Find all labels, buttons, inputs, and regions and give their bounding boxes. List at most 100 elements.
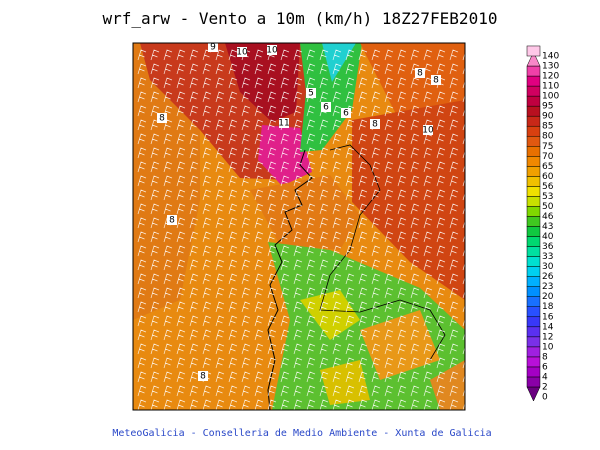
contour-label: 6	[323, 103, 329, 113]
colorbar-label: 120	[542, 72, 559, 82]
contour-label: 8	[372, 120, 378, 130]
colorbar-segment	[526, 306, 541, 318]
colorbar-segment	[526, 356, 541, 368]
colorbar-label: 85	[542, 122, 553, 132]
colorbar-segment	[526, 256, 541, 267]
colorbar-label: 43	[542, 222, 553, 232]
contour-label-box	[431, 75, 441, 85]
colorbar-segment	[526, 196, 541, 207]
colorbar-segment	[526, 266, 541, 277]
colorbar-label: 16	[542, 312, 554, 322]
colorbar-segment	[526, 326, 541, 338]
contour-label: 8	[169, 216, 175, 226]
colorbar-segment	[526, 296, 541, 307]
colorbar-label: 60	[542, 172, 554, 182]
colorbar-segment	[526, 75, 541, 87]
colorbar-label: 18	[542, 302, 554, 312]
contour-label-box	[341, 108, 351, 118]
contour-label-box	[167, 215, 177, 225]
colorbar-label: 40	[542, 232, 554, 242]
colorbar-segment	[526, 246, 541, 257]
colorbar-label: 100	[542, 92, 559, 102]
colorbar-segment	[526, 95, 541, 107]
colorbar-segment	[526, 135, 541, 147]
colorbar-segment	[526, 146, 541, 157]
contour-label: 11	[278, 119, 289, 129]
colorbar-segment	[526, 115, 541, 127]
colorbar-segment	[526, 206, 541, 217]
title: wrf_arw - Vento a 10m (km/h) 18Z27FEB201…	[103, 9, 498, 28]
colorbar-segment	[526, 85, 541, 97]
colorbar-segment	[526, 276, 541, 287]
contour-label: 8	[417, 69, 423, 79]
contour-label: 5	[308, 89, 314, 99]
colorbar-label: 2	[542, 382, 548, 392]
colorbar-label: 70	[542, 152, 554, 162]
contour-label-box	[237, 47, 247, 57]
colorbar-label: 4	[542, 372, 548, 382]
contour-label-box	[415, 68, 425, 78]
colorbar-label: 30	[542, 262, 554, 272]
colorbar-label: 12	[542, 332, 553, 342]
contour-label: 8	[200, 372, 206, 382]
contour-label-box	[267, 45, 277, 55]
contour-label: 8	[433, 76, 439, 86]
contour-label-box	[198, 371, 208, 381]
contour-label: 10	[266, 46, 278, 56]
colorbar-segment	[526, 226, 541, 237]
colorbar-label: 130	[542, 62, 559, 72]
colorbar-label: 53	[542, 192, 553, 202]
colorbar-label: 110	[542, 82, 559, 92]
colorbar-segment	[526, 125, 541, 137]
colorbar-label: 8	[542, 352, 548, 362]
colorbar-segment	[526, 105, 541, 117]
colorbar-label: 56	[542, 182, 554, 192]
colorbar-segment	[526, 216, 541, 227]
colorbar-label: 20	[542, 292, 554, 302]
colorbar-segment	[526, 45, 541, 57]
contour-label-box	[306, 88, 316, 98]
colorbar-label: 26	[542, 272, 554, 282]
colorbar-label: 46	[542, 212, 554, 222]
colorbar-segment	[526, 336, 541, 348]
contour-label-box	[370, 119, 380, 129]
colorbar-label: 14	[542, 322, 554, 332]
contour-label-box	[279, 118, 289, 128]
colorbar-segment	[526, 236, 541, 247]
colorbar-label: 10	[542, 342, 554, 352]
contour-label: 9	[210, 43, 216, 53]
colorbar-segment	[526, 316, 541, 328]
contour-label-box	[321, 102, 331, 112]
contour-label: 10	[422, 126, 434, 136]
colorbar-label: 95	[542, 102, 553, 112]
contour-label-box	[208, 43, 218, 52]
colorbar-label: 50	[542, 202, 554, 212]
colorbar-label: 75	[542, 142, 553, 152]
contour-label: 10	[236, 48, 248, 58]
colorbar-label: 80	[542, 132, 554, 142]
colorbar-label: 33	[542, 252, 553, 262]
contour-label-box	[423, 125, 433, 135]
contour-label: 6	[343, 109, 349, 119]
colorbar: 0246810121416182023263033364043465053566…	[526, 45, 559, 403]
colorbar-segment	[526, 366, 541, 378]
colorbar-segment	[526, 166, 541, 177]
colorbar-segment	[526, 346, 541, 358]
colorbar-label: 6	[542, 362, 548, 372]
colorbar-segment	[526, 386, 541, 402]
colorbar-label: 0	[542, 393, 548, 403]
colorbar-label: 90	[542, 112, 554, 122]
colorbar-segment	[526, 65, 541, 77]
colorbar-segment	[526, 186, 541, 197]
map-frame	[132, 42, 466, 411]
colorbar-segment	[526, 156, 541, 167]
colorbar-label: 36	[542, 242, 554, 252]
contour-label-box	[157, 113, 167, 123]
colorbar-segment	[526, 51, 541, 67]
colorbar-label: 65	[542, 162, 553, 172]
colorbar-segment	[526, 286, 541, 297]
colorbar-label: 23	[542, 282, 553, 292]
colorbar-segment	[526, 376, 541, 388]
